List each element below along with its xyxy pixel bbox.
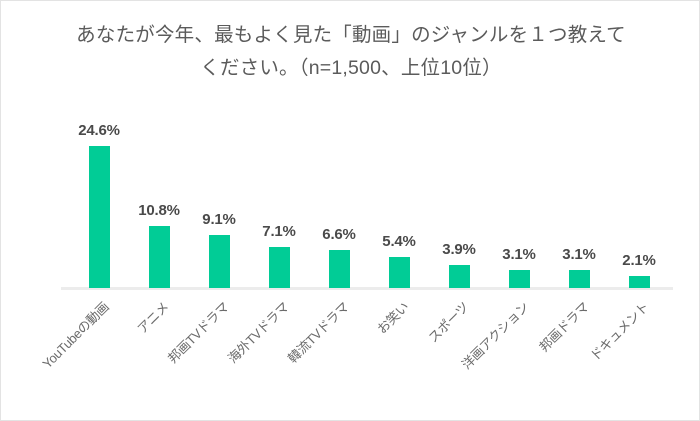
- bar[interactable]: [449, 265, 470, 288]
- bar-group: 24.6% YouTubeの動画: [40, 1, 129, 420]
- bar[interactable]: [629, 276, 650, 288]
- bar[interactable]: [509, 270, 530, 288]
- bar-value-label: 6.6%: [322, 226, 356, 243]
- bar-group: 9.1% 邦画TVドラマ: [165, 1, 249, 420]
- chart-title-line-2: ください。（n=1,500、上位10位）: [200, 57, 502, 79]
- bar-value-label: 5.4%: [382, 233, 416, 250]
- bar-group: 3.1% 洋画アクション: [459, 1, 549, 420]
- bar[interactable]: [149, 226, 170, 288]
- chart-title-line-1: あなたが今年、最もよく見た「動画」のジャンルを１つ教えて: [76, 24, 626, 46]
- bar-group: 2.1% ドキュメント: [587, 1, 669, 420]
- bar[interactable]: [269, 247, 290, 288]
- bar-group: 3.1% 邦画ドラマ: [536, 1, 609, 420]
- chart-title: あなたが今年、最もよく見た「動画」のジャンルを１つ教えて ください。（n=1,5…: [1, 19, 699, 85]
- bar-group: 6.6% 韓流TVドラマ: [285, 1, 369, 420]
- bar[interactable]: [209, 235, 230, 288]
- bar-value-label: 24.6%: [78, 122, 120, 139]
- bar[interactable]: [569, 270, 590, 288]
- bar-group: 10.8% アニメ: [129, 1, 189, 420]
- bar[interactable]: [89, 146, 110, 288]
- bar-value-label: 2.1%: [622, 252, 656, 269]
- bar-value-label: 3.1%: [502, 246, 536, 263]
- x-axis-category-label: お笑い: [374, 299, 412, 337]
- bar-value-label: 10.8%: [138, 202, 180, 219]
- x-axis-category-label: アニメ: [134, 299, 172, 337]
- bar-value-label: 9.1%: [202, 211, 236, 228]
- bar-value-label: 7.1%: [262, 223, 296, 240]
- bar-group: 3.9% スポーツ: [425, 1, 489, 420]
- x-axis-category-label: スポーツ: [425, 299, 472, 346]
- bar-value-label: 3.1%: [562, 246, 596, 263]
- bar-value-label: 3.9%: [442, 241, 476, 258]
- bar[interactable]: [389, 257, 410, 288]
- x-axis-baseline: [61, 287, 673, 290]
- bar-group: 7.1% 海外TVドラマ: [225, 1, 309, 420]
- bar[interactable]: [329, 250, 350, 288]
- x-axis-category-label: YouTubeの動画: [39, 299, 112, 372]
- bar-group: 5.4% お笑い: [369, 1, 429, 420]
